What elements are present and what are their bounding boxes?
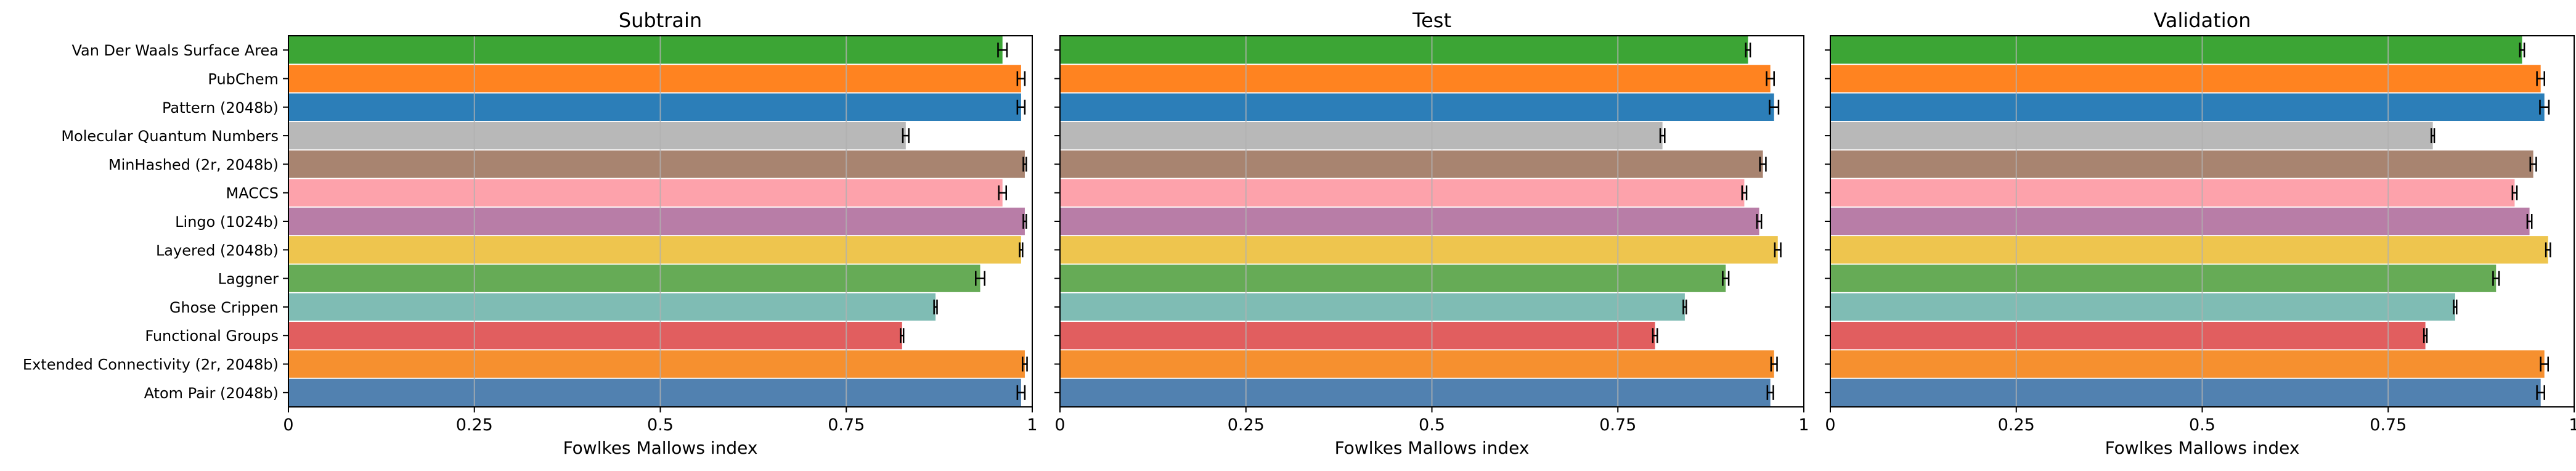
bar [1830,65,2541,92]
panel-test: Test 0 0.25 0.5 0.75 1 Fowlkes Mallows index [1054,9,1809,458]
bar [288,179,1003,207]
bar [1830,179,2515,207]
bar [288,36,1003,64]
y-tick-label: PubChem [208,70,279,88]
x-tick-label: 0.25 [456,416,493,435]
bar [288,121,906,150]
y-tick-label: Layered (2048b) [156,242,279,259]
panel-title: Test [1412,9,1451,32]
y-tick-label: MinHashed (2r, 2048b) [108,156,279,173]
bar [1830,236,2548,264]
bar [1060,264,1726,292]
bar [288,379,1021,407]
bar [1060,150,1763,178]
bar [1830,121,2433,150]
bar [1060,293,1685,321]
bar [1060,179,1745,207]
bar [1830,293,2455,321]
bar [1060,36,1748,64]
bar [1060,322,1655,350]
x-tick-label: 0.5 [647,416,674,435]
bar [288,93,1021,121]
y-tick-label: Laggner [218,271,279,288]
y-tick-label: Pattern (2048b) [162,99,279,117]
x-tick-label: 0 [1825,416,1835,435]
panel-title: Validation [2153,9,2251,32]
bar [1830,93,2545,121]
bar [1060,350,1774,378]
x-tick-label: 1 [2569,416,2576,435]
bar [1060,207,1759,236]
panel-subtrain: Subtrain 0 0.25 0.5 0.75 1 Fowlkes Mallows ind… [23,9,1038,458]
bar [288,150,1025,178]
y-tick-label: Functional Groups [145,327,279,345]
bar [288,350,1025,378]
x-tick-label: 0.25 [1228,416,1265,435]
bar [1830,207,2530,236]
panel-title: Subtrain [619,9,702,32]
x-tick-label: 1 [1798,416,1809,435]
bar [288,322,902,350]
x-tick-label: 0.25 [1998,416,2035,435]
bar [288,236,1021,264]
x-tick-label: 0.75 [2370,416,2407,435]
panel-validation: Validation 0 0.25 0.5 0.75 1 Fowlkes Mallows i… [1825,9,2576,458]
x-axis-label: Fowlkes Mallows index [2105,438,2300,458]
bar [1060,121,1663,150]
bar [288,264,980,292]
x-tick-label: 1 [1027,416,1037,435]
x-tick-label: 0.75 [1599,416,1636,435]
x-tick-label: 0.5 [2189,416,2215,435]
bar [1060,379,1771,407]
y-tick-label: Ghose Crippen [169,299,279,316]
bar [1060,236,1778,264]
bar [1830,264,2497,292]
x-tick-label: 0 [1054,416,1065,435]
bar [1830,150,2533,178]
y-tick-label: MACCS [226,185,279,202]
bar [1830,322,2426,350]
x-axis-label: Fowlkes Mallows index [1335,438,1530,458]
bar [1060,93,1774,121]
x-tick-label: 0.5 [1419,416,1445,435]
bar [288,293,936,321]
bar [288,207,1025,236]
bar [1060,65,1771,92]
y-tick-label: Extended Connectivity (2r, 2048b) [23,356,279,374]
x-tick-label: 0.75 [828,416,865,435]
bar [288,65,1021,92]
bar [1830,350,2545,378]
y-tick-label: Molecular Quantum Numbers [61,128,279,145]
y-tick-label: Atom Pair (2048b) [144,385,279,402]
x-tick-label: 0 [283,416,293,435]
y-tick-label: Van Der Waals Surface Area [71,42,279,59]
bar [1830,36,2522,64]
y-tick-label: Lingo (1024b) [175,213,279,231]
bar [1830,379,2541,407]
x-axis-label: Fowlkes Mallows index [563,438,758,458]
